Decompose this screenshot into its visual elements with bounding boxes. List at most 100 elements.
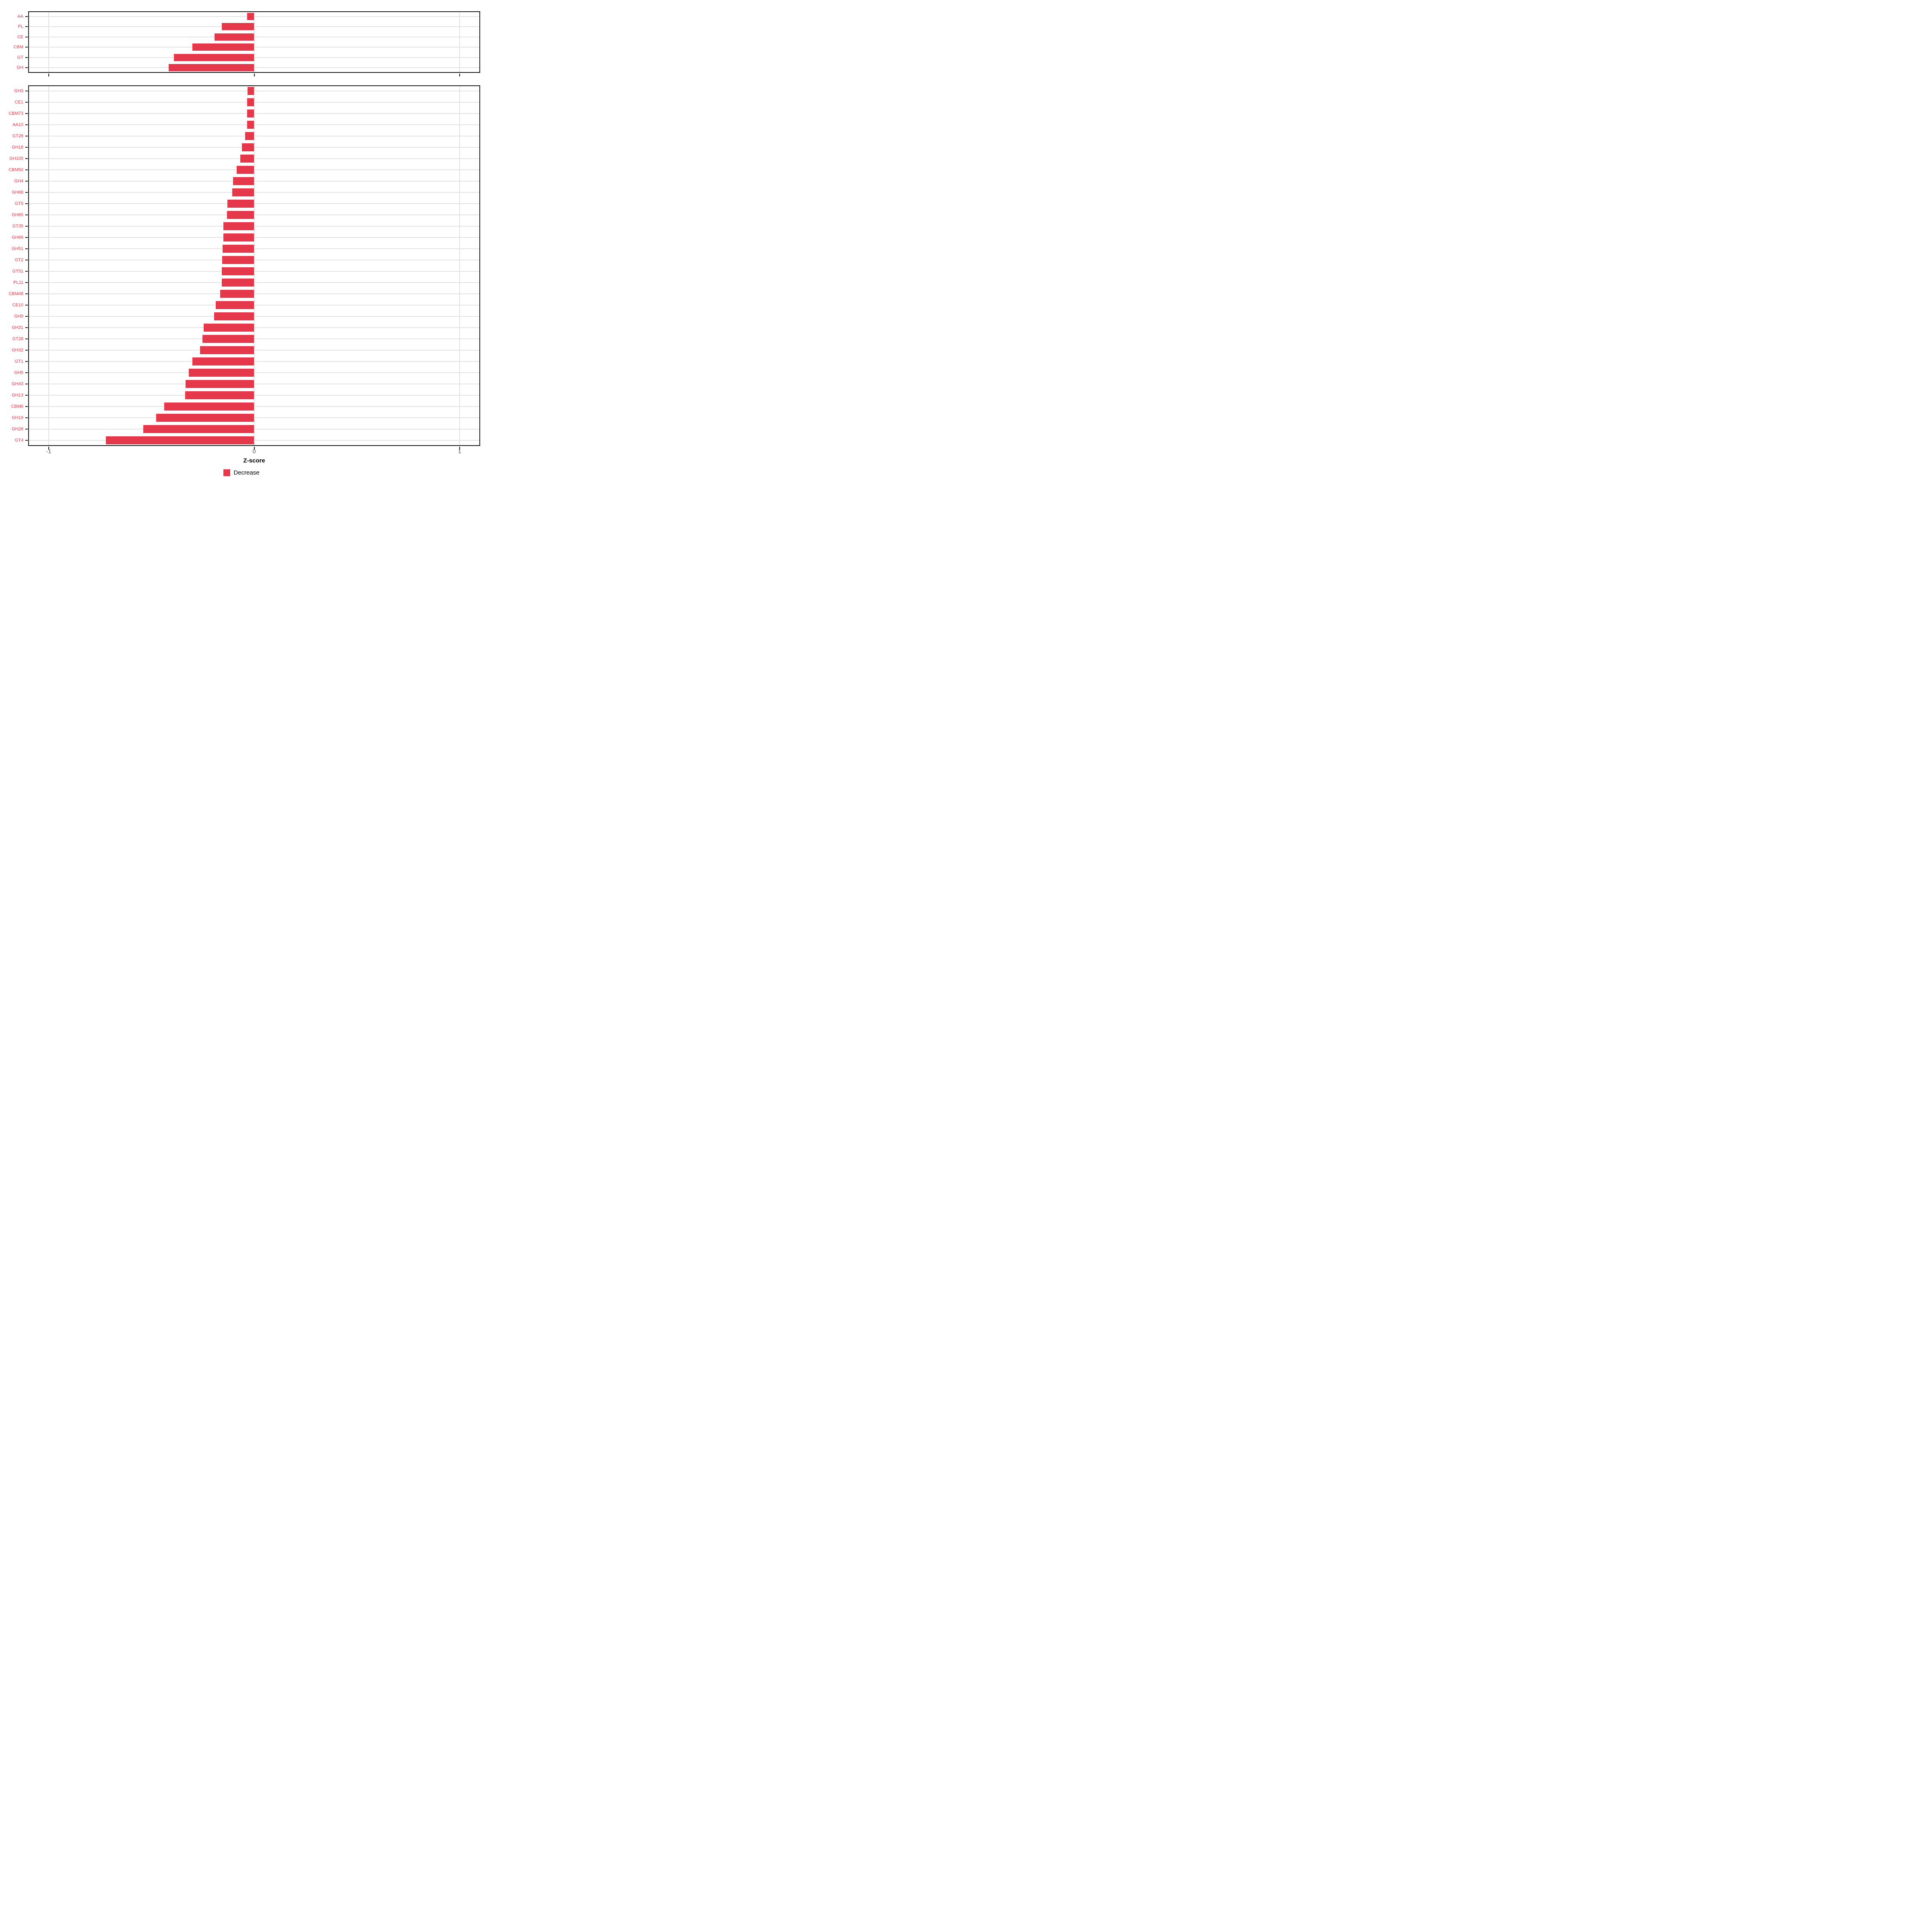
y-axis-label-GH51: GH51 bbox=[12, 246, 23, 251]
y-axis-label-CBM6: CBM6 bbox=[11, 404, 23, 409]
bar-GH4 bbox=[233, 177, 254, 185]
y-axis-label-GT4: GT4 bbox=[14, 438, 23, 443]
bar-CBM6 bbox=[164, 402, 254, 411]
y-axis-label-CE10: CE10 bbox=[12, 303, 23, 308]
y-tick bbox=[25, 237, 28, 238]
y-axis-label-GH68: GH68 bbox=[12, 190, 23, 195]
y-axis-label-CBM: CBM bbox=[13, 45, 23, 50]
bar-CBM50 bbox=[237, 166, 254, 174]
y-axis-label-GH19: GH19 bbox=[12, 415, 23, 420]
bar-GH5 bbox=[188, 369, 254, 377]
h-gridline bbox=[28, 169, 480, 170]
x-axis-title: Z-score bbox=[243, 457, 265, 464]
y-axis-label-GH4: GH4 bbox=[14, 179, 23, 184]
y-tick bbox=[25, 181, 28, 182]
bar-CBM bbox=[192, 43, 254, 51]
v-gridline bbox=[459, 85, 460, 446]
legend: Decrease bbox=[0, 469, 483, 476]
y-tick bbox=[25, 158, 28, 159]
y-tick bbox=[25, 16, 28, 17]
y-axis-label-GH18: GH18 bbox=[12, 145, 23, 150]
y-tick bbox=[25, 316, 28, 317]
bar-GH3 bbox=[247, 87, 254, 95]
y-axis-label-CE: CE bbox=[17, 34, 23, 39]
y-axis-label-PL: PL bbox=[18, 24, 23, 29]
bar-GH9 bbox=[214, 312, 254, 320]
bar-GH26 bbox=[143, 425, 254, 433]
h-gridline bbox=[28, 372, 480, 373]
bar-GH51 bbox=[223, 245, 254, 253]
h-gridline bbox=[28, 181, 480, 182]
y-tick bbox=[25, 248, 28, 249]
y-tick bbox=[25, 271, 28, 272]
h-gridline bbox=[28, 237, 480, 238]
bar-GT28 bbox=[202, 335, 254, 343]
bar-GT35 bbox=[223, 222, 254, 230]
y-axis-label-GH26: GH26 bbox=[12, 427, 23, 431]
bar-GH32 bbox=[200, 346, 254, 354]
y-tick bbox=[25, 226, 28, 227]
bar-GH bbox=[169, 64, 254, 72]
y-tick bbox=[25, 417, 28, 418]
h-gridline bbox=[28, 248, 480, 249]
y-axis-label-GH32: GH32 bbox=[12, 348, 23, 353]
y-axis-label-CBM50: CBM50 bbox=[8, 167, 23, 172]
y-axis-label-GT28: GT28 bbox=[12, 336, 23, 341]
bar-GH66 bbox=[223, 233, 254, 242]
x-tick bbox=[48, 74, 50, 76]
h-gridline bbox=[28, 67, 480, 68]
bar-GH68 bbox=[232, 188, 254, 196]
y-axis-label-AA10: AA10 bbox=[12, 122, 23, 127]
y-tick bbox=[25, 372, 28, 373]
h-gridline bbox=[28, 147, 480, 148]
y-axis-label-AA: AA bbox=[17, 14, 23, 19]
h-gridline bbox=[28, 57, 480, 58]
bar-GH31 bbox=[204, 324, 254, 332]
y-axis-label-GH66: GH66 bbox=[12, 235, 23, 240]
bar-GT51 bbox=[222, 267, 254, 275]
h-gridline bbox=[28, 226, 480, 227]
v-gridline bbox=[48, 85, 50, 446]
y-tick bbox=[25, 192, 28, 193]
v-gridline bbox=[254, 85, 255, 446]
y-tick bbox=[25, 350, 28, 351]
bar-GT4 bbox=[105, 436, 254, 444]
h-gridline bbox=[28, 113, 480, 114]
h-gridline bbox=[28, 102, 480, 103]
h-gridline bbox=[28, 395, 480, 396]
bar-GH105 bbox=[240, 155, 254, 163]
h-gridline bbox=[28, 282, 480, 283]
y-axis-label-CBM48: CBM48 bbox=[8, 291, 23, 296]
h-gridline bbox=[28, 417, 480, 418]
bar-GH13 bbox=[185, 391, 254, 399]
h-gridline bbox=[28, 316, 480, 317]
h-gridline bbox=[28, 16, 480, 17]
bar-CBM73 bbox=[247, 109, 254, 118]
y-axis-label-CBM73: CBM73 bbox=[8, 111, 23, 116]
y-axis-label-GH105: GH105 bbox=[9, 156, 23, 161]
bar-GT26 bbox=[245, 132, 254, 140]
zscore-bar-chart-figure: AA PL CE CBM GT GH GH3 CE1 CBM73 AA10 GT26 GH18 GH1… bbox=[0, 0, 483, 483]
y-tick bbox=[25, 406, 28, 407]
y-tick bbox=[25, 113, 28, 114]
y-tick bbox=[25, 293, 28, 294]
bar-CE10 bbox=[215, 301, 254, 309]
x-tick bbox=[459, 74, 460, 76]
h-gridline bbox=[28, 271, 480, 272]
bar-GH65 bbox=[227, 211, 254, 219]
x-tick-label: 1 bbox=[458, 448, 461, 454]
bar-PL11 bbox=[221, 279, 254, 287]
y-tick bbox=[25, 67, 28, 68]
y-axis-label-CE1: CE1 bbox=[14, 100, 23, 105]
x-tick-label: 0 bbox=[252, 448, 256, 454]
bar-GH43 bbox=[186, 380, 254, 388]
y-axis-label-PL11: PL11 bbox=[13, 280, 23, 285]
y-axis-label-GT35: GT35 bbox=[12, 224, 23, 229]
x-tick-label: -1 bbox=[46, 448, 52, 454]
h-gridline bbox=[28, 350, 480, 351]
y-axis-label-GH31: GH31 bbox=[12, 325, 23, 330]
x-tick bbox=[254, 74, 255, 76]
y-axis-label-GH43: GH43 bbox=[12, 382, 23, 386]
bar-PL bbox=[222, 23, 254, 31]
y-axis-label-GT5: GT5 bbox=[14, 201, 23, 206]
